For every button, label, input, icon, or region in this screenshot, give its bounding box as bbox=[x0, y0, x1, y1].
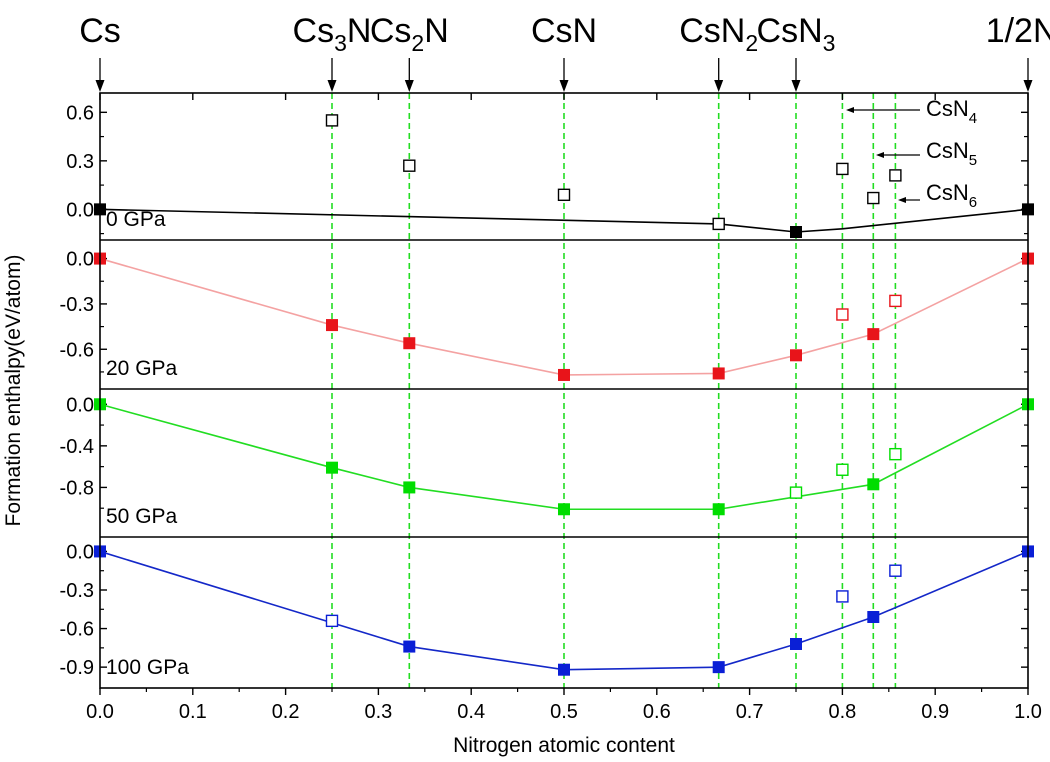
composition-label: 1/2N2 bbox=[986, 12, 1050, 56]
y-tick-label: 0.0 bbox=[66, 541, 94, 563]
unstable-point bbox=[712, 217, 725, 231]
panel-100-gpa: 0.0 -0.3 -0.6 -0.9 100 GPa bbox=[60, 541, 1034, 679]
stable-point bbox=[558, 663, 570, 676]
y-tick-label: -0.8 bbox=[60, 477, 94, 499]
y-tick-label: -0.6 bbox=[60, 339, 94, 361]
stable-point bbox=[790, 349, 802, 362]
composition-arrowhead bbox=[1023, 80, 1033, 92]
unstable-point bbox=[889, 564, 902, 577]
stable-point bbox=[790, 638, 802, 650]
unstable-point bbox=[867, 191, 880, 205]
y-tick-label: 0.0 bbox=[66, 394, 94, 416]
x-tick-label: 0.0 bbox=[86, 701, 114, 723]
y-tick-label: 0.3 bbox=[66, 151, 94, 173]
stable-point bbox=[326, 319, 338, 332]
composition-arrowhead bbox=[404, 80, 414, 92]
stable-point bbox=[558, 503, 570, 516]
stable-point bbox=[558, 368, 570, 381]
composition-arrowhead bbox=[791, 80, 801, 92]
composition-arrowhead bbox=[95, 80, 105, 92]
hull-line bbox=[99, 257, 1029, 376]
x-tick-label: 0.7 bbox=[736, 701, 764, 723]
y-axis-label: Formation enthalpy(eV/atom) bbox=[2, 255, 25, 527]
stable-point bbox=[403, 337, 416, 350]
y-tick-label: -0.4 bbox=[60, 436, 94, 458]
pressure-label: 100 GPa bbox=[106, 656, 189, 679]
unstable-point bbox=[325, 614, 339, 628]
unstable-point bbox=[836, 590, 849, 603]
stable-point bbox=[790, 226, 802, 238]
unstable-point bbox=[889, 447, 902, 461]
annotation-label: CsN6 bbox=[926, 180, 977, 211]
stable-point bbox=[712, 367, 725, 380]
annotation-label: CsN5 bbox=[926, 138, 977, 169]
x-tick-label: 0.4 bbox=[457, 701, 485, 723]
unstable-point bbox=[557, 188, 571, 202]
x-tick-label: 0.1 bbox=[179, 701, 207, 723]
hull-line bbox=[99, 550, 1029, 671]
pressure-label: 20 GPa bbox=[106, 357, 178, 380]
unstable-point bbox=[325, 114, 339, 127]
stable-point bbox=[712, 503, 725, 516]
stable-point bbox=[867, 328, 880, 341]
panel-0-gpa: 0.6 0.3 0.0 0 GPa bbox=[66, 102, 1034, 238]
unstable-point bbox=[889, 294, 902, 308]
composition-arrowhead bbox=[714, 80, 724, 92]
unstable-point bbox=[403, 159, 416, 172]
annotation-label: CsN4 bbox=[926, 96, 977, 127]
x-tick-label: 0.2 bbox=[272, 701, 300, 723]
x-axis: 0.0 0.1 0.2 0.3 0.4 0.5 0.6 0.7 0.8 0.9 1.0 bbox=[86, 93, 1042, 723]
x-tick-label: 0.8 bbox=[828, 701, 856, 723]
x-tick-label: 0.5 bbox=[550, 701, 578, 723]
stable-point bbox=[326, 461, 338, 474]
pressure-label: 50 GPa bbox=[106, 505, 178, 528]
y-tick-label: -0.3 bbox=[60, 294, 94, 316]
x-tick-label: 0.6 bbox=[643, 701, 671, 723]
panel-50-gpa: 0.0 -0.4 -0.8 50 GPa bbox=[60, 394, 1034, 528]
y-tick-label: -0.6 bbox=[60, 619, 94, 641]
y-tick-label: -0.3 bbox=[60, 580, 94, 602]
pressure-label: 0 GPa bbox=[106, 208, 166, 231]
stable-point bbox=[867, 611, 880, 623]
composition-label: Cs bbox=[79, 12, 121, 50]
stable-point bbox=[867, 478, 880, 491]
y-tick-label: -0.9 bbox=[60, 657, 94, 679]
unstable-point bbox=[836, 308, 849, 321]
stable-point bbox=[712, 661, 725, 674]
annotation-arrowhead bbox=[876, 152, 884, 158]
x-tick-label: 0.3 bbox=[364, 701, 392, 723]
composition-label: CsN3 bbox=[757, 12, 836, 56]
y-tick-label: 0.6 bbox=[66, 102, 94, 124]
y-tick-label: 0.0 bbox=[66, 199, 94, 221]
guide-lines bbox=[331, 93, 897, 688]
annotation-arrowhead bbox=[898, 197, 906, 203]
y-tick-label: 0.0 bbox=[66, 249, 94, 271]
stable-point bbox=[403, 481, 416, 494]
panel-20-gpa: 0.0 -0.3 -0.6 20 GPa bbox=[60, 249, 1034, 381]
composition-arrowhead bbox=[327, 80, 337, 92]
composition-label: CsN2 bbox=[679, 12, 758, 56]
composition-label: CsN bbox=[531, 12, 597, 50]
x-axis-label: Nitrogen atomic content bbox=[453, 734, 675, 757]
unstable-point bbox=[836, 162, 849, 176]
composition-label: Cs2N bbox=[370, 12, 449, 56]
phase-annotations: CsN4 CsN5 CsN6 bbox=[846, 96, 977, 211]
unstable-point bbox=[789, 486, 803, 499]
composition-arrowhead bbox=[559, 80, 569, 92]
x-tick-label: 0.9 bbox=[921, 701, 949, 723]
stable-point bbox=[403, 640, 416, 653]
pressure-panels: 0.6 0.3 0.0 0 GPa 0.0 -0.3 -0.6 20 GPa 0.0 -0.4 -0… bbox=[60, 102, 1034, 679]
annotation-arrowhead bbox=[846, 107, 854, 113]
unstable-point bbox=[889, 169, 902, 182]
unstable-point bbox=[836, 463, 849, 476]
composition-label: Cs3N bbox=[293, 12, 372, 56]
x-tick-label: 1.0 bbox=[1014, 701, 1042, 723]
